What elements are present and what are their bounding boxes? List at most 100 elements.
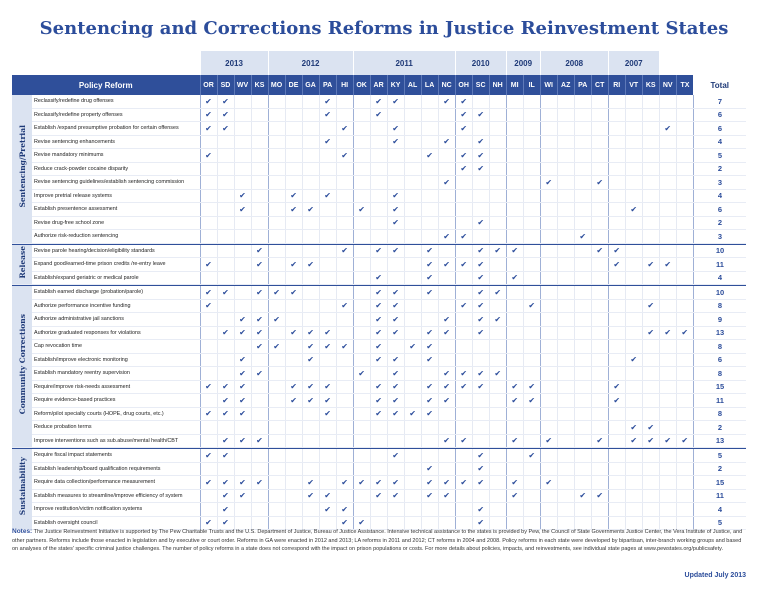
state-cell: ✔ xyxy=(335,121,354,136)
state-cell xyxy=(369,135,388,149)
state-cell: ✔ xyxy=(233,475,251,490)
state-cell: ✔ xyxy=(318,407,337,421)
state-cell: ✔ xyxy=(437,380,456,394)
check-icon: ✔ xyxy=(222,518,229,528)
state-cell xyxy=(641,189,660,203)
state-cell: ✔ xyxy=(386,366,405,381)
state-cell: ✔ xyxy=(267,339,286,354)
state-cell xyxy=(505,299,524,313)
state-cell xyxy=(556,271,575,285)
state-cell xyxy=(488,135,507,149)
policy-label: Reduce probation terms xyxy=(32,420,200,435)
check-icon: ✔ xyxy=(477,518,485,528)
state-header: WI xyxy=(539,75,558,95)
state-cell xyxy=(675,393,694,408)
state-cell xyxy=(250,229,269,244)
row-total: 5 xyxy=(692,449,747,463)
state-cell xyxy=(658,95,677,109)
state-cell: ✔ xyxy=(539,175,558,190)
state-header: NH xyxy=(488,75,507,95)
state-cell xyxy=(624,380,643,394)
state-cell: ✔ xyxy=(454,229,473,244)
updated-date: Updated July 2013 xyxy=(684,572,746,579)
state-cell xyxy=(250,502,269,517)
state-cell xyxy=(199,312,217,327)
state-cell xyxy=(318,286,337,300)
state-cell: ✔ xyxy=(420,257,439,272)
state-header: MO xyxy=(267,75,286,95)
state-cell xyxy=(352,407,371,421)
check-icon: ✔ xyxy=(341,246,348,256)
check-icon: ✔ xyxy=(205,301,212,311)
state-cell xyxy=(556,244,575,258)
state-cell xyxy=(641,202,660,217)
state-cell xyxy=(267,434,286,448)
state-cell xyxy=(488,326,507,340)
policy-label: Expand good/earned-time prison credits /… xyxy=(32,257,200,272)
state-cell xyxy=(318,462,337,476)
state-cell xyxy=(250,462,269,476)
state-cell: ✔ xyxy=(471,108,490,122)
state-cell xyxy=(675,271,694,285)
policy-label: Establish /expand presumptive probation … xyxy=(32,121,200,136)
state-cell xyxy=(250,95,269,109)
table-row: Improve pretrial release systems ✔ ✔ ✔ ✔ 4 xyxy=(12,189,747,203)
state-cell xyxy=(522,489,541,503)
state-cell xyxy=(522,121,541,136)
state-cell: ✔ xyxy=(369,326,388,340)
state-cell xyxy=(250,202,269,217)
check-icon: ✔ xyxy=(239,382,246,392)
state-cell xyxy=(301,148,320,163)
state-cell: ✔ xyxy=(658,434,677,448)
check-icon: ✔ xyxy=(443,368,450,378)
state-cell xyxy=(675,420,694,435)
state-cell xyxy=(590,135,609,149)
state-cell: ✔ xyxy=(284,286,303,300)
state-cell xyxy=(505,286,524,300)
state-cell xyxy=(641,407,660,421)
state-cell: ✔ xyxy=(505,489,524,503)
state-cell xyxy=(607,108,626,122)
state-cell xyxy=(573,462,592,476)
state-cell xyxy=(539,326,558,340)
state-cell xyxy=(539,462,558,476)
state-cell xyxy=(539,244,558,258)
state-cell: ✔ xyxy=(522,299,541,313)
state-cell: ✔ xyxy=(437,366,456,381)
state-cell xyxy=(284,162,303,176)
state-cell xyxy=(658,380,677,394)
state-cell xyxy=(675,108,694,122)
state-cell xyxy=(420,189,439,203)
table-row: Improve interventions such as sub.abuse/… xyxy=(12,434,747,448)
state-cell xyxy=(386,148,405,163)
state-cell xyxy=(301,216,320,230)
check-icon: ✔ xyxy=(477,314,485,324)
state-cell xyxy=(233,420,251,435)
state-cell xyxy=(539,516,558,530)
state-cell xyxy=(522,108,541,122)
check-icon: ✔ xyxy=(477,477,485,487)
state-cell: ✔ xyxy=(658,326,677,340)
check-icon: ✔ xyxy=(392,395,399,405)
state-cell: ✔ xyxy=(607,393,626,408)
state-cell xyxy=(624,393,643,408)
state-cell: ✔ xyxy=(386,380,405,394)
table-row: Establish presentence assessment ✔ ✔ ✔ ✔ ✔ ✔ 6 xyxy=(12,202,747,217)
state-cell xyxy=(607,462,626,476)
state-header: AR xyxy=(369,75,388,95)
check-icon: ✔ xyxy=(392,246,399,256)
state-cell: ✔ xyxy=(420,489,439,503)
state-cell: ✔ xyxy=(386,95,405,109)
state-cell xyxy=(454,462,473,476)
check-icon: ✔ xyxy=(290,328,297,338)
state-cell xyxy=(199,462,217,476)
state-cell xyxy=(454,339,473,354)
state-cell xyxy=(352,420,371,435)
state-cell xyxy=(641,135,660,149)
state-cell xyxy=(267,175,286,190)
state-cell xyxy=(624,257,643,272)
state-cell xyxy=(352,339,371,354)
state-cell xyxy=(352,121,371,136)
state-cell xyxy=(539,286,558,300)
state-cell: ✔ xyxy=(216,95,234,109)
